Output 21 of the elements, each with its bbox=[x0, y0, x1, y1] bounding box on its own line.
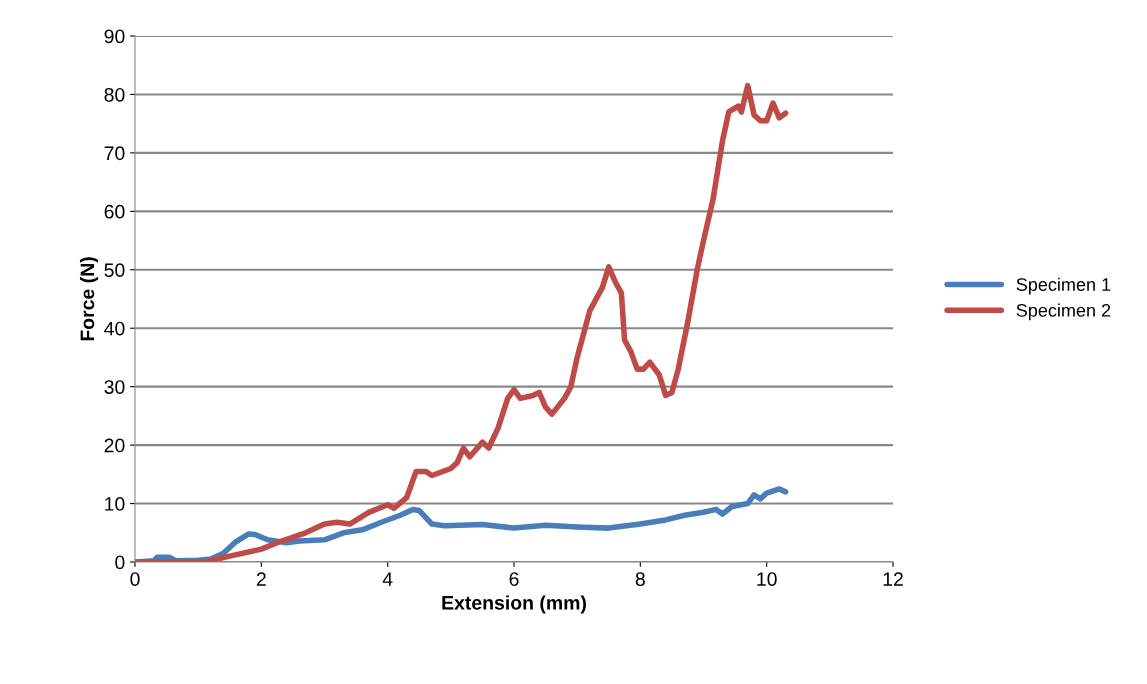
y-axis-title: Force (N) bbox=[79, 257, 99, 341]
y-tick-label: 20 bbox=[104, 438, 125, 453]
y-tick-label: 0 bbox=[115, 555, 125, 570]
x-tick-label: 8 bbox=[635, 572, 645, 586]
y-tick-label: 30 bbox=[104, 380, 125, 394]
x-tick-label: 0 bbox=[130, 572, 140, 586]
legend-label: Specimen 2 bbox=[1016, 303, 1111, 321]
y-tick-label: 50 bbox=[104, 263, 125, 278]
x-tick-label: 4 bbox=[382, 572, 393, 586]
x-tick-label: 6 bbox=[509, 572, 519, 586]
y-tick-label: 80 bbox=[104, 87, 125, 102]
y-tick-label: 70 bbox=[104, 146, 125, 161]
x-tick-label: 10 bbox=[757, 572, 777, 586]
x-axis-title: Extension (mm) bbox=[442, 595, 586, 614]
y-tick-label: 60 bbox=[104, 204, 125, 219]
y-tick-label: 40 bbox=[104, 321, 125, 336]
y-tick-label: 10 bbox=[105, 497, 125, 511]
legend-label: Specimen 1 bbox=[1016, 277, 1111, 295]
x-tick-label: 2 bbox=[256, 572, 266, 586]
x-tick-label: 12 bbox=[883, 572, 903, 586]
y-tick-label: 90 bbox=[104, 29, 125, 44]
